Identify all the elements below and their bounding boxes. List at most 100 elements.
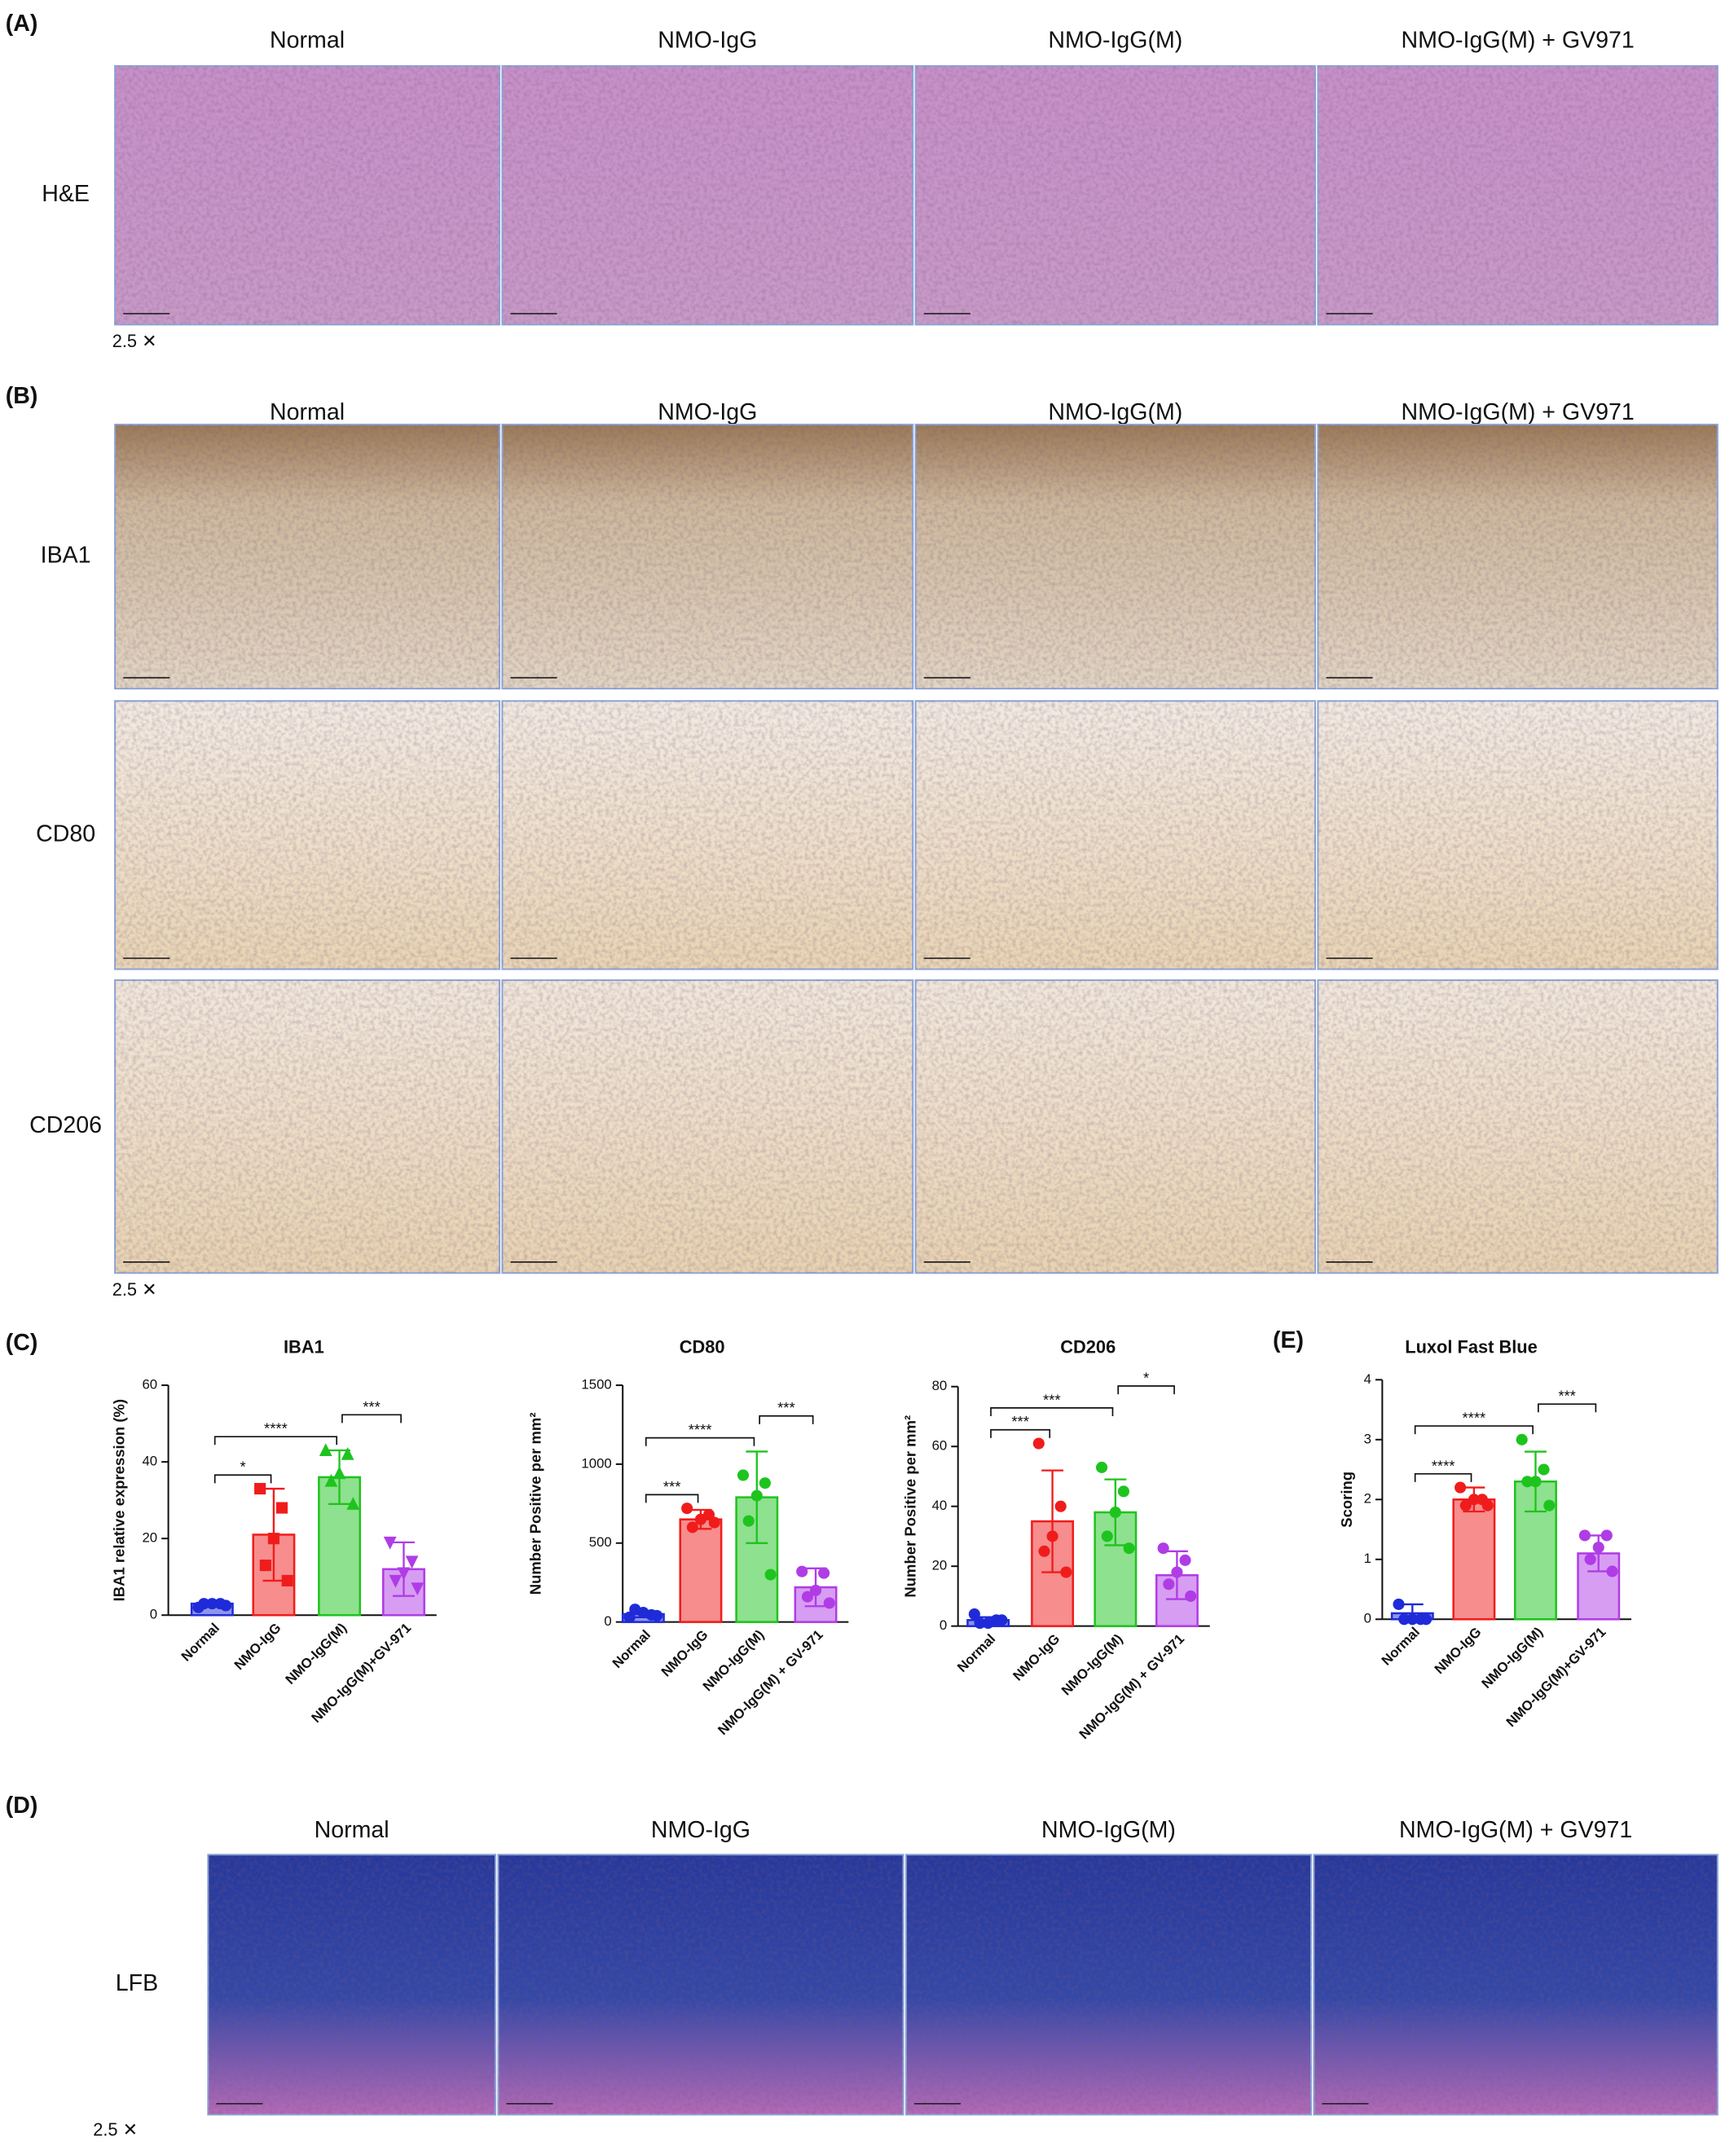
significance-label: *** — [1558, 1388, 1576, 1405]
data-point — [281, 1574, 293, 1586]
data-point — [1117, 1485, 1129, 1498]
data-point — [1032, 1437, 1045, 1450]
magnification: 2.5 ✕ — [112, 331, 157, 351]
data-point — [764, 1569, 777, 1581]
micrograph-texture — [502, 701, 913, 970]
data-point — [1543, 1499, 1556, 1511]
micrograph-texture — [115, 701, 500, 970]
y-axis-label: Number Positive per mm² — [526, 1412, 544, 1595]
data-point — [737, 1469, 750, 1481]
micrograph-texture — [1318, 425, 1718, 689]
column-header: NMO-IgG — [651, 1817, 750, 1843]
significance-label: *** — [663, 1478, 681, 1495]
data-point — [267, 1533, 279, 1545]
micrograph-texture — [1318, 65, 1718, 325]
x-tick-label: NMO-IgG(M) — [283, 1620, 350, 1687]
panel-label: (E) — [1273, 1327, 1304, 1353]
significance-label: * — [1143, 1369, 1149, 1386]
significance-label: *** — [777, 1399, 795, 1416]
micrograph-texture — [1318, 701, 1718, 970]
data-point — [651, 1609, 663, 1621]
y-tick-label: 60 — [142, 1376, 157, 1392]
row-label: CD80 — [36, 821, 95, 847]
significance-bracket — [213, 1474, 272, 1484]
data-point — [818, 1567, 830, 1579]
data-point — [346, 1497, 360, 1510]
data-point — [968, 1608, 980, 1621]
data-point — [1157, 1542, 1169, 1555]
column-header: NMO-IgG(M) + GV971 — [1399, 1817, 1632, 1843]
data-point — [1584, 1553, 1596, 1565]
micrograph-texture — [115, 65, 500, 325]
significance-label: **** — [689, 1421, 712, 1438]
y-axis-label: IBA1 relative expression (%) — [111, 1399, 128, 1601]
column-header: NMO-IgG(M) + GV971 — [1401, 399, 1634, 425]
x-tick-label: NMO-IgG(M) + GV-971 — [715, 1627, 825, 1738]
significance-label: *** — [1011, 1413, 1029, 1430]
significance-bracket — [990, 1428, 1051, 1438]
y-tick-label: 0 — [1364, 1611, 1371, 1626]
significance-label: **** — [1463, 1410, 1486, 1427]
significance-label: **** — [1432, 1457, 1455, 1474]
x-tick-label: NMO-IgG — [1010, 1631, 1063, 1684]
data-point — [1060, 1566, 1072, 1578]
significance-bracket — [1117, 1385, 1175, 1395]
data-point — [809, 1584, 822, 1596]
y-tick-label: 500 — [589, 1534, 612, 1550]
data-point — [801, 1591, 813, 1603]
data-point — [1600, 1529, 1613, 1542]
data-point — [1406, 1613, 1419, 1626]
significance-bracket — [1537, 1403, 1597, 1413]
data-point — [1101, 1530, 1113, 1542]
column-header: Normal — [315, 1817, 389, 1843]
data-point — [982, 1617, 994, 1630]
micrograph-texture — [1318, 979, 1718, 1274]
x-tick-label: Normal — [1379, 1624, 1423, 1668]
y-tick-label: 20 — [932, 1558, 948, 1573]
data-point — [1459, 1499, 1472, 1511]
data-point — [411, 1582, 425, 1596]
data-point — [1046, 1530, 1058, 1542]
data-point — [206, 1598, 218, 1610]
micrograph-texture — [498, 1855, 904, 2115]
data-point — [750, 1489, 763, 1502]
micrograph-texture — [208, 1855, 495, 2115]
panel-label: (B) — [6, 383, 38, 409]
y-tick-label: 20 — [142, 1530, 157, 1546]
y-tick-label: 40 — [932, 1498, 948, 1513]
data-point — [397, 1567, 411, 1581]
significance-bracket — [645, 1437, 755, 1446]
micrograph-texture — [915, 979, 1316, 1274]
data-point — [324, 1473, 338, 1487]
data-point — [341, 1446, 354, 1460]
y-axis-label: Number Positive per mm² — [901, 1415, 918, 1598]
data-point — [1578, 1529, 1591, 1542]
data-point — [823, 1597, 835, 1609]
panel-label: (D) — [6, 1793, 38, 1819]
bar — [679, 1518, 723, 1623]
significance-bracket — [341, 1414, 402, 1423]
data-point — [1185, 1590, 1197, 1602]
x-tick-label: NMO-IgG — [1432, 1624, 1485, 1677]
micrograph-texture — [915, 65, 1316, 325]
chart-title: IBA1 — [284, 1336, 324, 1357]
column-header: NMO-IgG(M) — [1041, 1817, 1176, 1843]
significance-bracket — [645, 1494, 699, 1503]
y-tick-label: 0 — [940, 1617, 947, 1633]
y-tick-label: 1 — [1364, 1551, 1371, 1566]
data-point — [1163, 1578, 1175, 1591]
data-point — [1529, 1476, 1542, 1488]
data-point — [629, 1604, 641, 1616]
micrograph-texture — [115, 425, 500, 689]
data-point — [1054, 1500, 1067, 1512]
magnification: 2.5 ✕ — [93, 2119, 138, 2140]
x-tick-label: NMO-IgG(M) — [1479, 1624, 1547, 1692]
data-point — [254, 1482, 266, 1495]
micrograph-texture — [115, 979, 500, 1274]
chart-title: CD80 — [680, 1336, 725, 1357]
chart-title: Luxol Fast Blue — [1405, 1336, 1538, 1357]
data-point — [1538, 1463, 1550, 1476]
data-point — [1123, 1542, 1135, 1555]
column-header: NMO-IgG — [658, 399, 757, 425]
data-point — [694, 1513, 706, 1525]
